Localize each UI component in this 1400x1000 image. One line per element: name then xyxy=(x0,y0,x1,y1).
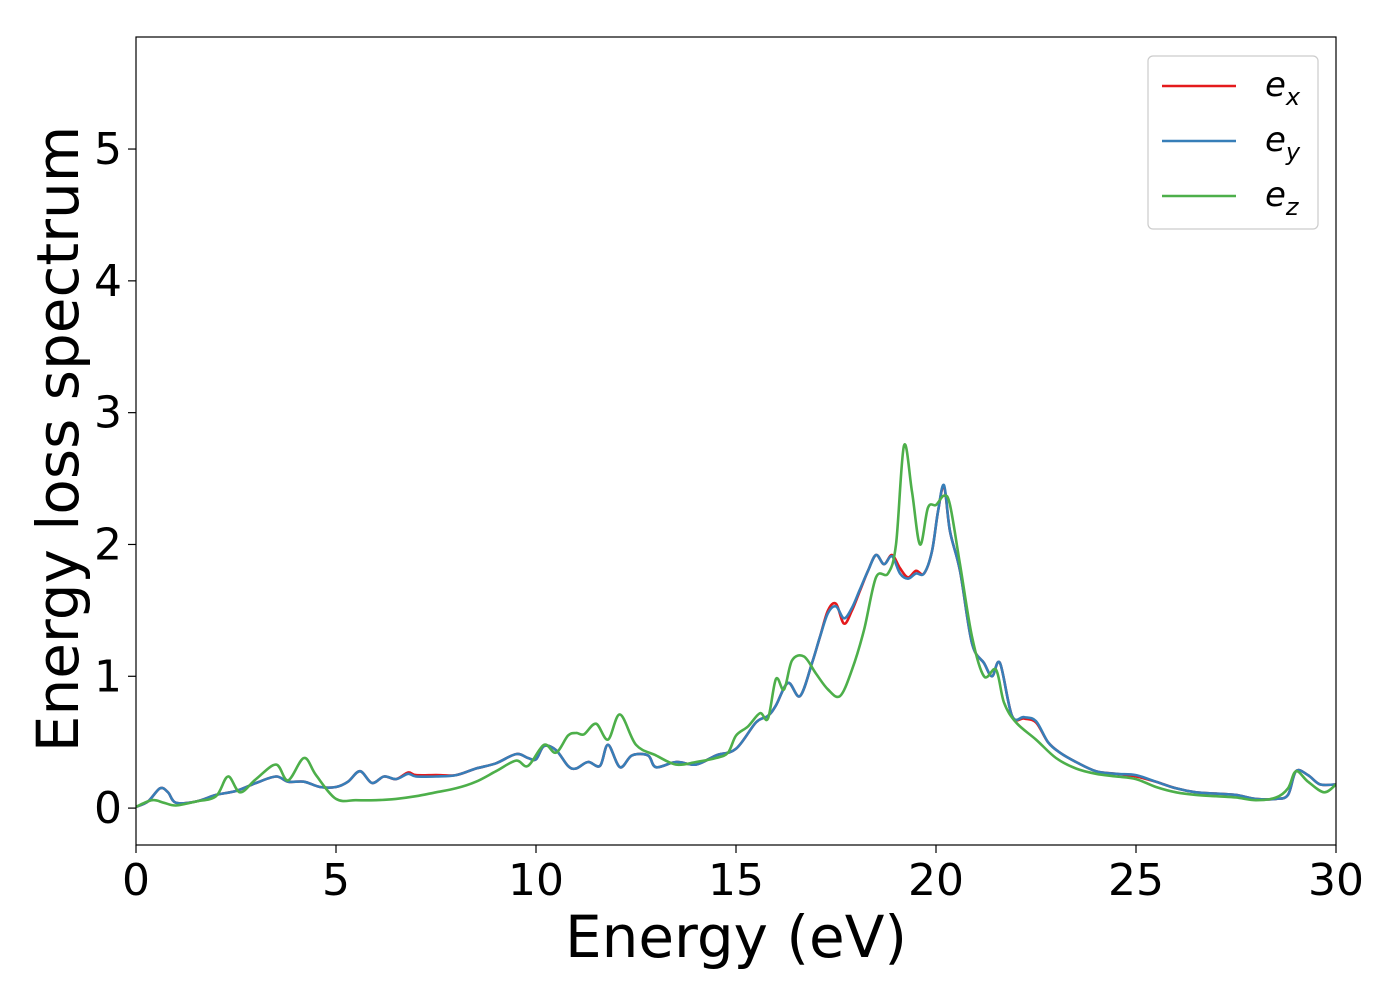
y-tick-label: 3 xyxy=(94,388,122,439)
legend-label-y: ey xyxy=(1265,120,1301,166)
y-tick-label: 2 xyxy=(94,519,122,570)
x-tick-label: 25 xyxy=(1108,855,1164,906)
x-tick-label: 10 xyxy=(508,855,564,906)
series-line-x xyxy=(136,484,1336,809)
x-tick-label: 20 xyxy=(908,855,964,906)
x-axis: 0 5 10 15 20 25 30 xyxy=(122,845,1364,906)
x-tick-label: 15 xyxy=(708,855,764,906)
series-line-y xyxy=(136,483,1336,809)
x-tick-label: 0 xyxy=(122,855,150,906)
series-line-z xyxy=(136,443,1336,809)
y-tick-label: 0 xyxy=(94,783,122,834)
x-tick-label: 5 xyxy=(322,855,350,906)
y-tick-label: 4 xyxy=(94,256,122,307)
y-axis-label: Energy loss spectrum xyxy=(24,126,92,752)
y-axis: 0 1 2 3 4 5 xyxy=(94,124,136,834)
legend-label-z: ez xyxy=(1265,175,1300,221)
x-tick-label: 30 xyxy=(1308,855,1364,906)
x-axis-label: Energy (eV) xyxy=(565,903,907,971)
y-tick-label: 5 xyxy=(94,124,122,175)
series-layer xyxy=(136,443,1336,809)
legend-box xyxy=(1147,55,1319,230)
y-tick-label: 1 xyxy=(94,651,122,702)
legend-label-x: ex xyxy=(1265,65,1301,111)
legend: ex ey ez xyxy=(1147,55,1319,230)
